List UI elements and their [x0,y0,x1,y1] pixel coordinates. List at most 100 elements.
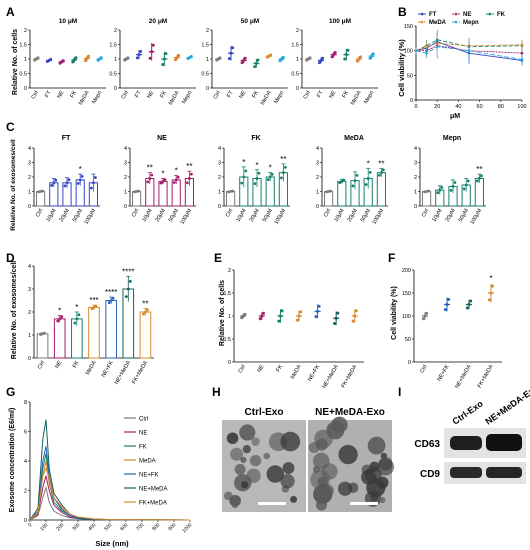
panel-e-ytick-label-1: 0.5 [223,337,231,343]
panel-b-legend-label-3: MeDA [429,20,447,26]
panel-g-legend-label-2: FK [139,445,147,451]
panel-c-plot-0-xtick-label-3: 50μM [72,208,84,223]
panel-a-plot-0-xtick-label-1: FT [44,89,53,98]
panel-a-plot-2-xtick-label-4: MeDA [260,90,273,107]
panel-c-plot-0-point-3-1 [78,178,82,182]
panel-c-plot-3-ytick-label-4: 4 [316,146,319,152]
panel-c-plot-4-point-1-2 [440,186,444,189]
panel-c-plot-3-xtick-label-1: 10μM [333,208,345,223]
panel-b-series-line-2 [415,39,523,52]
panel-a-plot-1-xtick-label-4: MeDA [168,90,181,107]
panel-a-plot-0-ytick-label-2: 1 [24,57,27,63]
panel-c-plot-3-xtick-label-2: 20μM [347,208,359,223]
panel-c-plot-1-point-1-0 [146,180,150,184]
panel-e-ylabel: Relative No. of cells [219,280,226,346]
panel-c-plot-2-xtick-label-2: 20μM [249,208,261,223]
tem-particle-19 [281,485,290,493]
panel-a-plot-1-ytick-label-0: 0 [114,86,117,92]
panel-c-plot-0-point-1-2 [54,178,58,182]
panel-d-sig-1: * [58,306,61,315]
panel-a-plot-2-point-4-2 [269,53,273,57]
panel-d-bar-6 [139,311,152,359]
panel-a-plot-2-xtick-label-2: NE [238,90,247,100]
panel-c-title-2: FK [251,135,260,142]
panel-c-plot-2-point-3-2 [270,172,274,176]
panel-d-ylabel: Relative No. of exosomes/cell [11,261,18,359]
panel-c-plot-1-ytick-label-3: 3 [124,161,127,167]
panel-c-plot-4-point-2-1 [451,185,455,188]
panel-a-plot-1-point-1-0 [135,56,139,60]
panel-d-bar-4 [105,300,117,359]
panel-f-point-2-2 [469,299,473,303]
panel-d-point-2-2 [77,313,81,317]
panel-a-plot-3-point-5-2 [371,52,375,56]
panel-c-title-0: FT [62,135,71,142]
panel-d-ytick-label-0: 0 [28,356,31,362]
panel-f-xtick-label-0: Ctrl [419,364,428,374]
panel-e-xtick-label-3: MeDA [290,364,303,381]
panel-a-plot-1-point-4-0 [173,58,177,62]
panel-c-plot-0-point-4-1 [92,181,95,185]
panel-e-xtick-label-1: NE [257,364,266,374]
panel-c-plot-0-ytick-label-2: 2 [28,175,31,181]
panel-a-plot-1-xtick-label-3: FK [159,90,168,99]
panel-a-plot-2-ytick-label-4: 2 [206,28,209,34]
panel-c-plot-1-bar-2 [158,180,168,207]
panel-g-xlabel: Size (nm) [95,539,129,548]
panel-g-xtick-label-7: 700 [135,522,145,532]
panel-d-point-4-2 [111,297,115,300]
panel-a-plot-0-point-4-2 [87,54,91,58]
panel-d-point-6-0 [142,312,145,316]
panel-f-sig-3: * [489,274,492,283]
panel-c-plot-4-ytick-label-2: 2 [414,175,417,181]
panel-e-xtick-label-5: NE+MeDA [322,364,340,390]
panel-a-subtitle-1: 20 μM [149,18,167,25]
panel-a-plot-0-point-3-0 [71,60,75,64]
panel-e-xtick-label-6: FK+MeDA [340,364,358,389]
panel-b-point-1-4 [520,51,524,55]
panel-e-point-1-2 [261,311,265,315]
panel-b-legend-label-1: NE [463,12,471,18]
panel-c-plot-3-bar-4 [376,172,386,207]
panel-c-plot-1-xtick-label-2: 20μM [155,208,167,223]
panel-c-plot-3-bar-0 [324,191,334,207]
panel-a-plot-1-point-4-1 [175,56,179,60]
panel-a-plot-3-point-5-1 [370,54,374,58]
panel-c-plot-3-xtick-label-0: Ctrl [323,208,332,218]
panel-a-plot-1-point-3-1 [162,57,166,61]
panel-c-plot-1-point-2-0 [159,181,163,185]
panel-c-plot-0-ytick-label-1: 1 [28,190,31,196]
panel-a-plot-2-point-3-0 [253,65,257,69]
panel-a-plot-2-ytick-label-3: 1.5 [201,43,209,49]
panel-b-point-4-1 [425,51,428,55]
panel-f-point-2-0 [465,306,469,310]
panel-b-xtick-label-2: 40 [455,104,461,110]
panel-a-plot-1-point-1-1 [137,53,141,57]
tem-particles-ne-meda [308,416,395,511]
panel-e-point-0-2 [243,312,247,316]
panel-c-plot-1-xtick-label-1: 10μM [141,208,153,223]
panel-a-plot-2-point-2-1 [242,58,246,62]
panel-c-plot-1-ytick-label-4: 4 [124,146,127,152]
panel-c-plot-2-point-4-2 [284,166,287,169]
panel-c-plot-3-point-0-2 [329,189,332,193]
panel-f-point-3-2 [491,284,495,288]
panel-a-plot-1-ytick-label-4: 2 [114,28,117,34]
panel-c-plot-0-point-2-1 [65,181,69,185]
panel-b-legend-label-2: FK [497,12,506,18]
panel-c-plot-1-point-1-2 [150,173,154,177]
tem-particle-9 [251,437,260,446]
panel-a-plot-2-point-0-2 [218,56,222,60]
panel-e-xtick-label-0: Ctrl [238,364,247,374]
panel-a-plot-0-xtick-label-0: Ctrl [31,90,40,100]
tem-particles-ctrl [223,424,301,509]
panel-d-sig-5: **** [122,267,134,276]
panel-a-plot-3-xtick-label-1: FT [316,89,325,98]
panel-d-xtick-label-4: NE+FK [101,360,115,379]
panel-c-plot-1-sig-3: * [175,167,178,176]
panel-c-plot-0-point-2-2 [67,178,71,182]
panel-c-plot-3-sig-4: ** [378,159,384,168]
panel-b-point-3-4 [520,43,524,47]
panel-d-ytick-label-2: 2 [28,310,31,316]
tem-particle-21 [315,499,327,511]
